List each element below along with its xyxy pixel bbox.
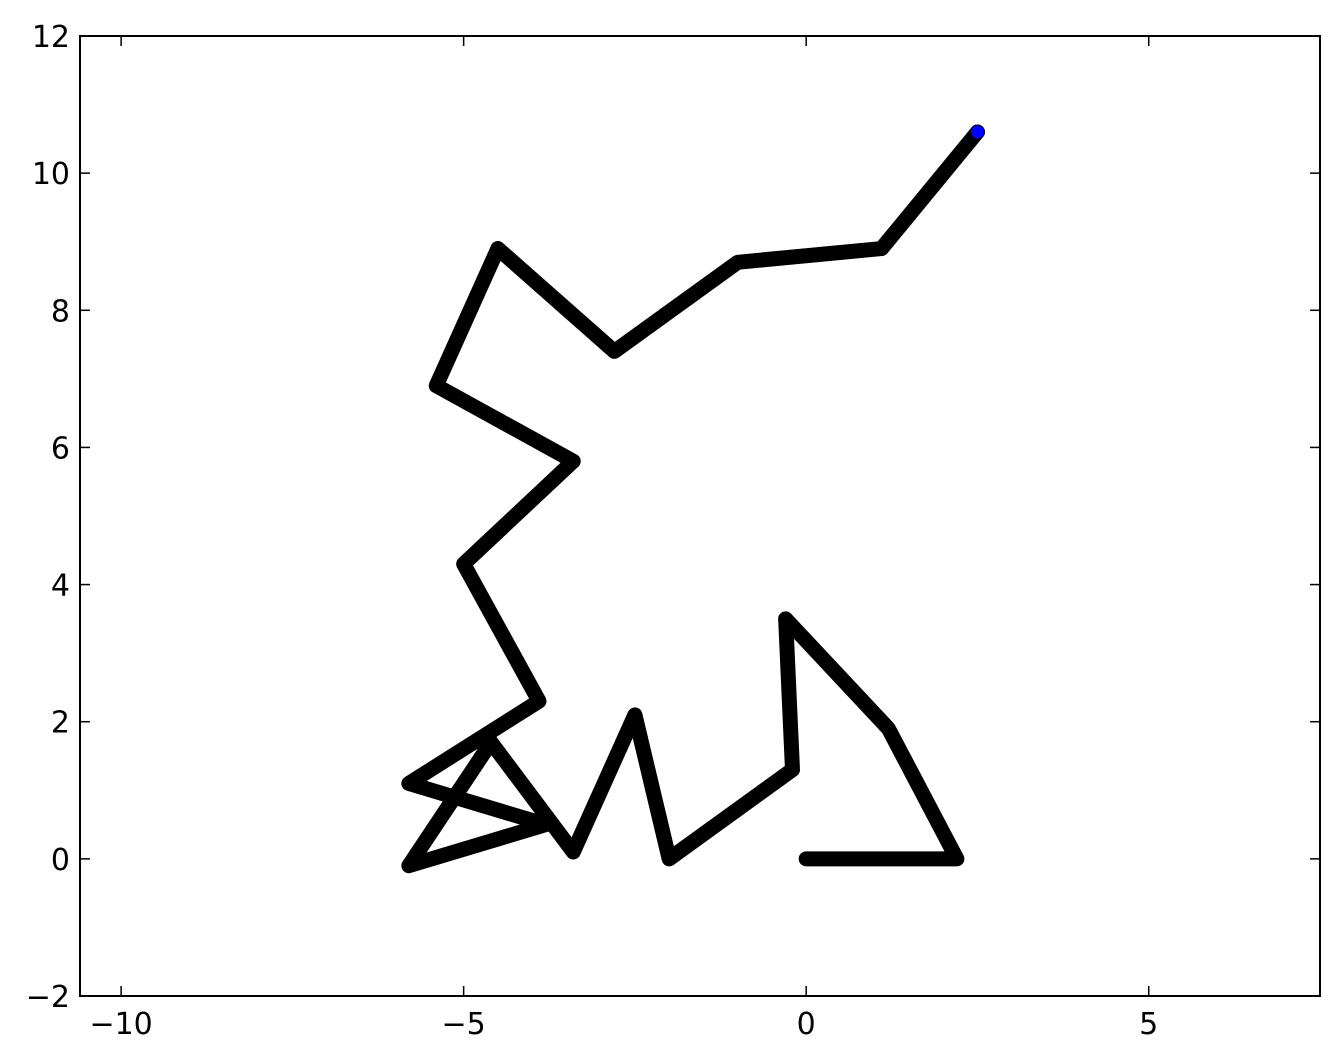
y-tick-label: 0 <box>51 843 70 878</box>
plot-frame <box>79 35 1321 997</box>
plot-area <box>80 36 1320 996</box>
x-tick-label: −5 <box>442 1007 486 1042</box>
series-layer <box>401 124 985 874</box>
y-tick-label: 12 <box>32 20 70 55</box>
series-0 <box>401 124 985 874</box>
path-line <box>401 124 985 874</box>
y-tick-label: 8 <box>51 294 70 329</box>
y-tick-label: 10 <box>32 157 70 192</box>
y-tick-label: 4 <box>51 569 70 604</box>
x-tick-label: 0 <box>797 1007 816 1042</box>
x-tick-label: −10 <box>89 1007 152 1042</box>
y-tick-label: 2 <box>51 706 70 741</box>
marker-point <box>969 124 985 140</box>
x-tick-label: 5 <box>1139 1007 1158 1042</box>
tick-labels: −10 −5 0 5 −2 0 2 4 6 8 10 12 <box>26 20 1159 1042</box>
y-tick-label: 6 <box>51 431 70 466</box>
series-1 <box>969 124 985 140</box>
y-tick-label: −2 <box>26 980 70 1015</box>
